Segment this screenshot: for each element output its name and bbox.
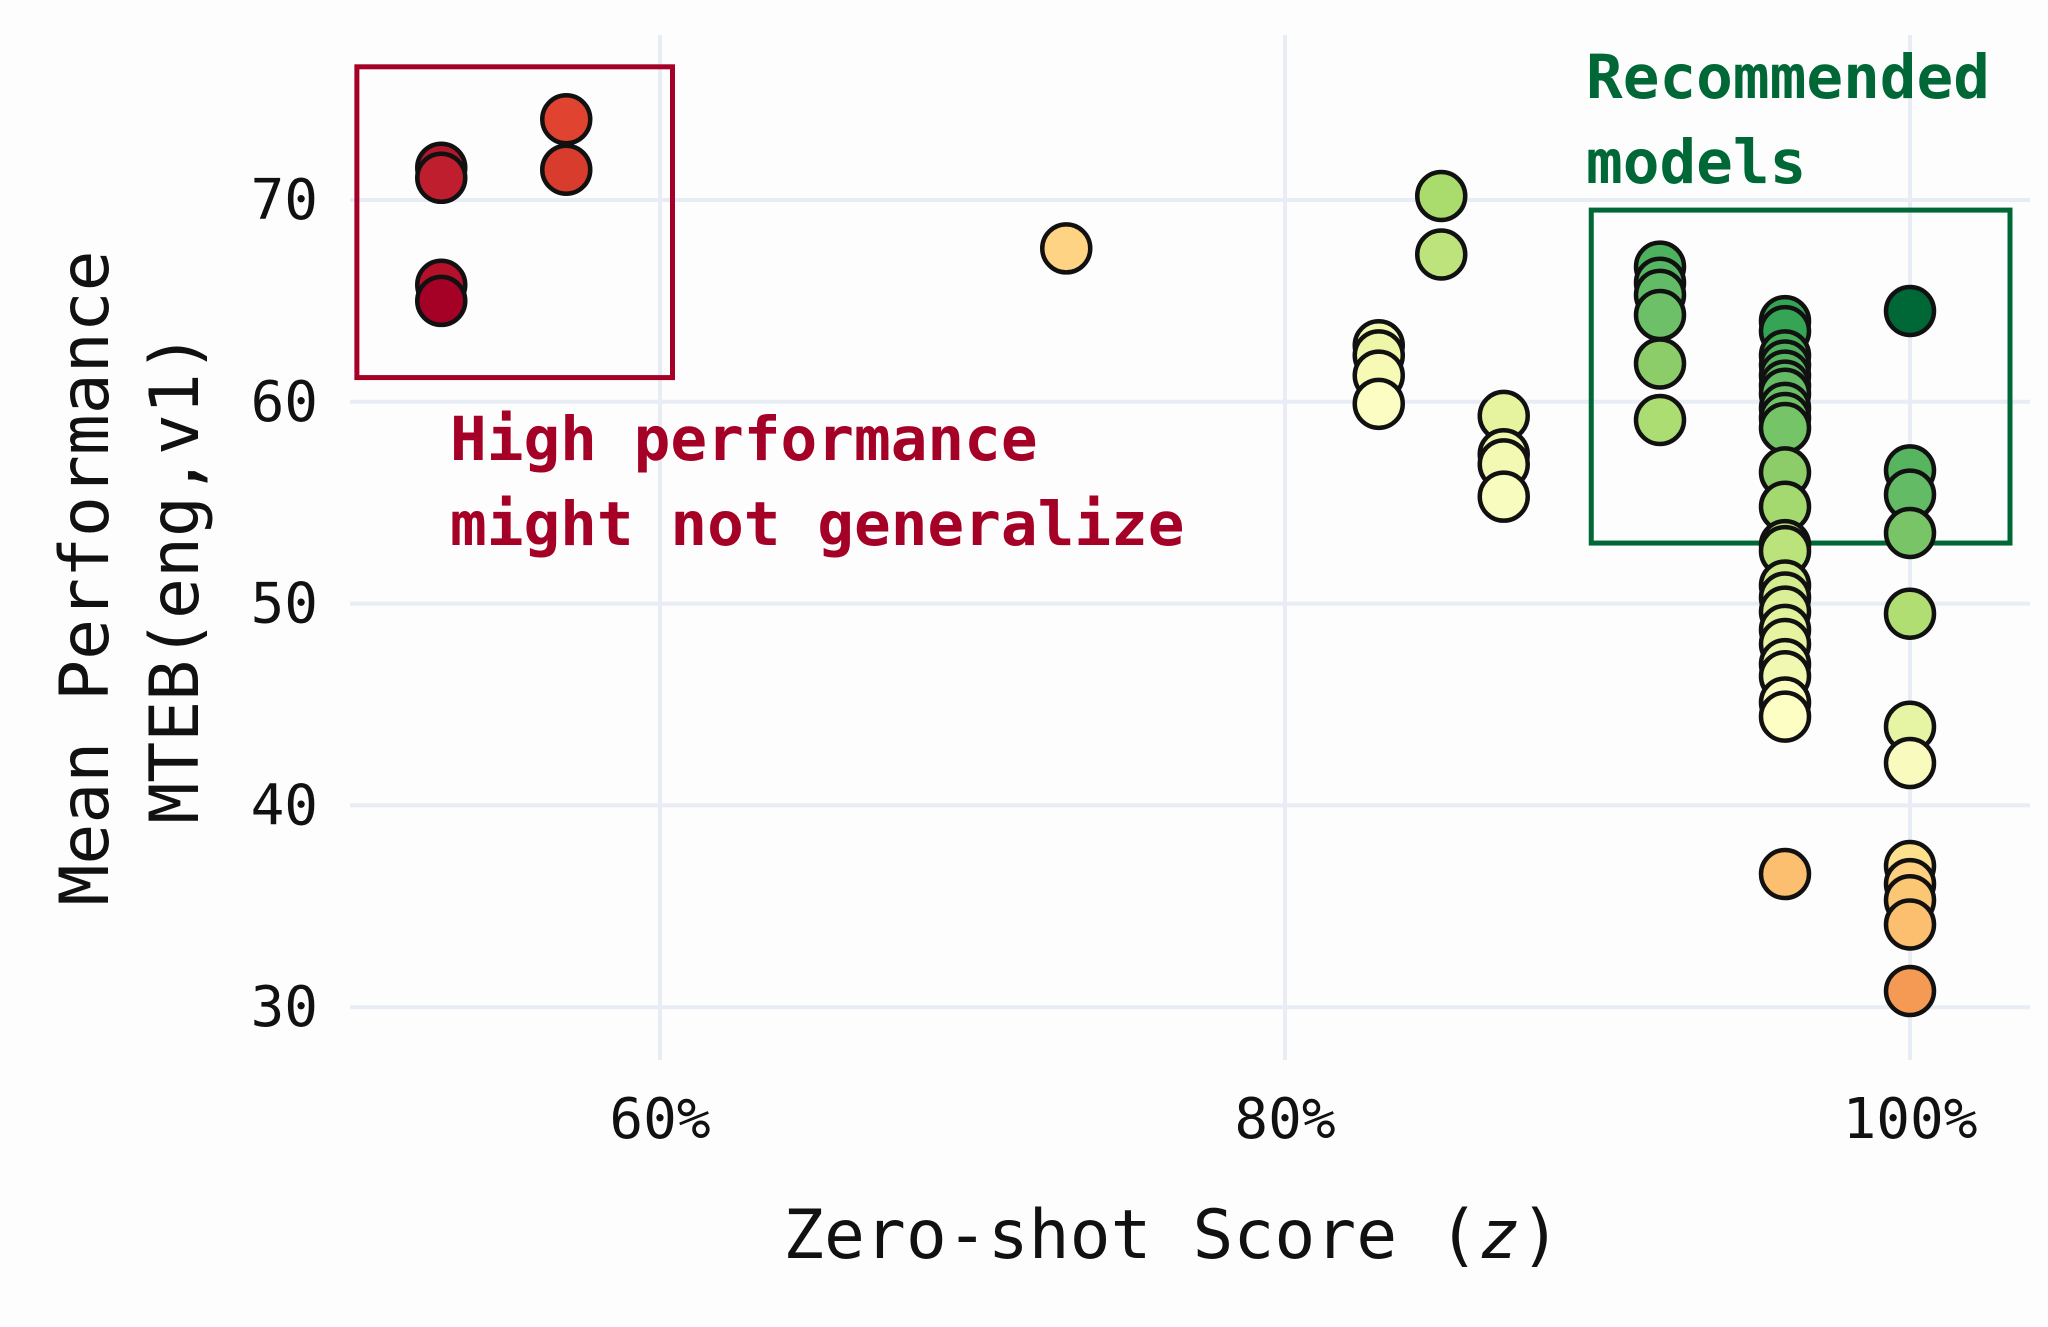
annotation-high-performance-line2: might not generalize: [450, 489, 1185, 560]
annotation-recommended-line1: Recommended: [1586, 42, 1990, 113]
data-point: [1883, 736, 1937, 790]
data-point: [1477, 470, 1530, 523]
y-tick-label: 60: [251, 370, 318, 435]
data-point: [540, 93, 593, 146]
data-point: [1758, 401, 1812, 455]
x-axis-label: Zero-shot Score (z): [783, 1196, 1561, 1275]
data-point: [1758, 690, 1812, 743]
x-tick-label: 100%: [1843, 1087, 1978, 1152]
data-point: [1633, 288, 1687, 342]
y-axis-ticks: 30 40 50 60 70: [251, 168, 318, 1040]
data-point: [540, 143, 593, 196]
y-tick-label: 70: [251, 168, 318, 233]
y-axis-label-line2: MTEB(eng,v1): [136, 332, 215, 823]
x-tick-label: 80%: [1234, 1087, 1335, 1152]
y-tick-label: 30: [251, 975, 318, 1040]
data-point: [1633, 393, 1687, 447]
annotation-high-performance-line1: High performance: [450, 404, 1038, 475]
data-point: [1633, 337, 1687, 390]
high-performance-box: [354, 64, 675, 381]
data-point: [1415, 228, 1468, 281]
data-point: [1883, 964, 1937, 1018]
y-tick-label: 40: [251, 773, 318, 838]
x-tick-label: 60%: [609, 1087, 710, 1152]
data-point: [1040, 222, 1093, 275]
data-point: [1883, 506, 1937, 560]
data-point: [1883, 587, 1937, 640]
y-axis-label-line1: Mean Performance: [46, 250, 125, 905]
data-point: [1352, 377, 1405, 431]
data-point: [1415, 169, 1468, 223]
data-point: [1758, 847, 1812, 901]
data-point: [1883, 898, 1937, 951]
data-point: [1883, 284, 1937, 338]
data-points: [415, 93, 1937, 1018]
grid: [350, 35, 2030, 1060]
data-point: [415, 274, 468, 328]
x-axis-ticks: 60% 80% 100%: [609, 1087, 1977, 1152]
y-tick-label: 50: [251, 572, 318, 637]
annotation-recommended-line2: models: [1586, 127, 1806, 198]
data-point: [415, 151, 468, 205]
